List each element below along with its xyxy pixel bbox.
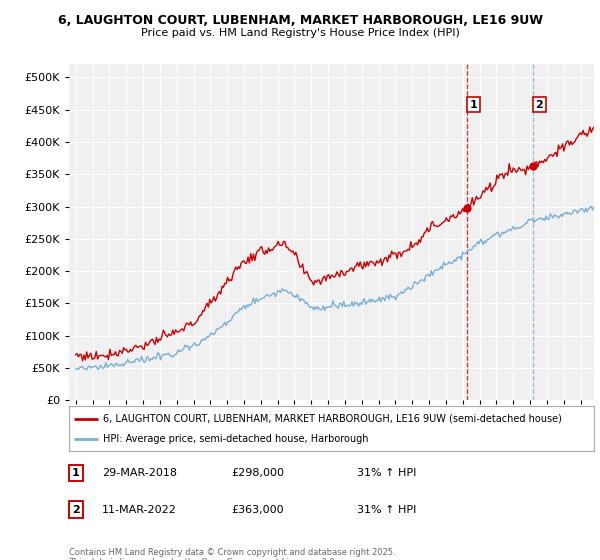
Text: 6, LAUGHTON COURT, LUBENHAM, MARKET HARBOROUGH, LE16 9UW: 6, LAUGHTON COURT, LUBENHAM, MARKET HARB…	[58, 14, 542, 27]
Text: £298,000: £298,000	[231, 468, 284, 478]
Text: 1: 1	[72, 468, 80, 478]
Text: 31% ↑ HPI: 31% ↑ HPI	[357, 468, 416, 478]
Text: 31% ↑ HPI: 31% ↑ HPI	[357, 505, 416, 515]
Text: HPI: Average price, semi-detached house, Harborough: HPI: Average price, semi-detached house,…	[103, 434, 368, 444]
Text: 11-MAR-2022: 11-MAR-2022	[102, 505, 177, 515]
Text: 1: 1	[469, 100, 477, 110]
Text: 29-MAR-2018: 29-MAR-2018	[102, 468, 177, 478]
Text: Price paid vs. HM Land Registry's House Price Index (HPI): Price paid vs. HM Land Registry's House …	[140, 28, 460, 38]
Text: £363,000: £363,000	[231, 505, 284, 515]
Text: 2: 2	[535, 100, 543, 110]
Text: 6, LAUGHTON COURT, LUBENHAM, MARKET HARBOROUGH, LE16 9UW (semi-detached house): 6, LAUGHTON COURT, LUBENHAM, MARKET HARB…	[103, 413, 562, 423]
Text: 2: 2	[72, 505, 80, 515]
Text: Contains HM Land Registry data © Crown copyright and database right 2025.
This d: Contains HM Land Registry data © Crown c…	[69, 548, 395, 560]
